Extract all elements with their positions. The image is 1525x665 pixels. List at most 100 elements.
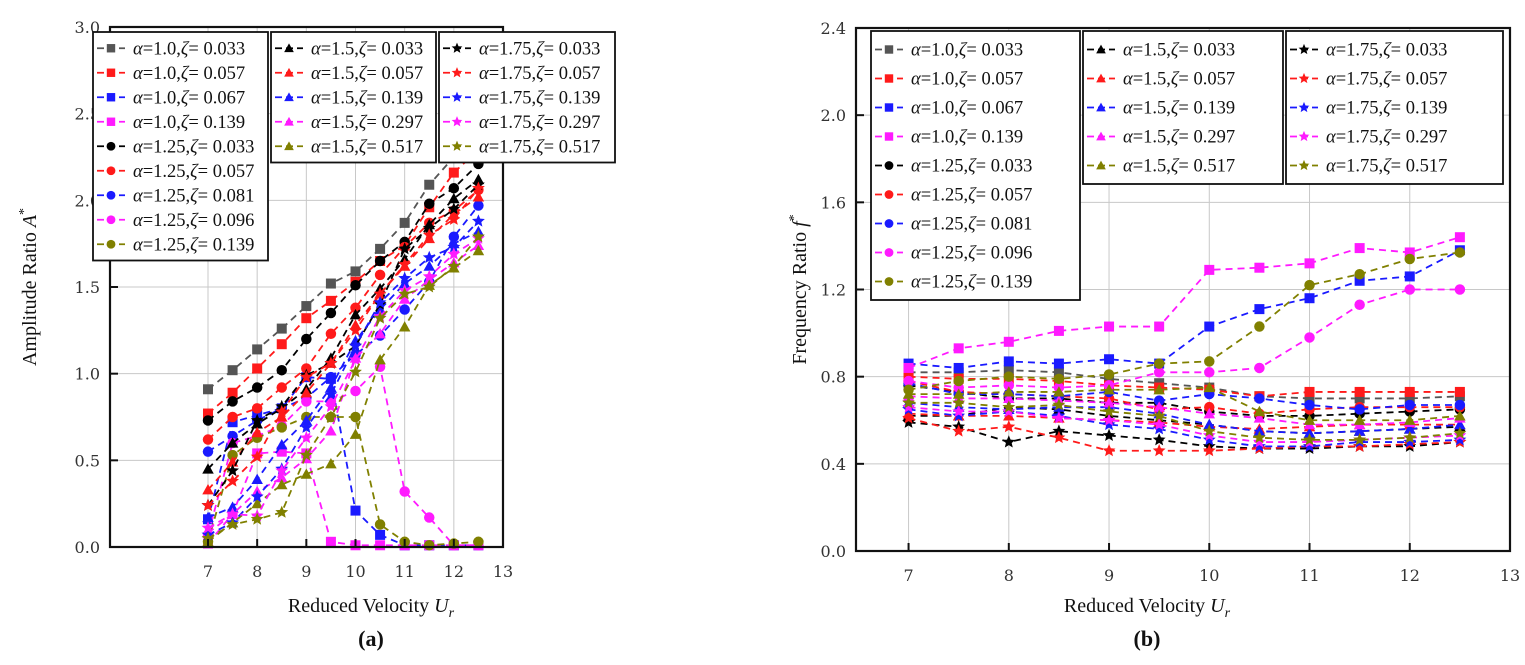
x-tick-label: 10: [345, 562, 365, 581]
data-point: [1053, 367, 1064, 378]
legend-label: α=1.75,ζ= 0.139: [479, 88, 600, 108]
data-point: [1153, 358, 1165, 369]
legend-alpha-value: =1.25,: [143, 137, 190, 157]
legend-label: α=1.0,ζ= 0.139: [133, 113, 245, 133]
legend-alpha-symbol: α: [133, 88, 144, 108]
legend-marker-triangle-icon: [1096, 73, 1106, 83]
legend-item: α=1.5,ζ= 0.139: [275, 88, 423, 108]
data-point: [350, 302, 361, 314]
legend-alpha-value: =1.0,: [143, 64, 181, 84]
data-point: [422, 269, 436, 283]
data-point: [1253, 412, 1266, 423]
legend-alpha-symbol: α: [1326, 99, 1337, 119]
legend-item: α=1.0,ζ= 0.067: [97, 88, 245, 108]
legend-label: α=1.75,ζ= 0.057: [479, 64, 600, 84]
legend-zeta-value: = 0.297: [366, 113, 423, 133]
data-point: [202, 434, 214, 445]
series-triangle-a1.5-z0.517: [902, 381, 1466, 425]
data-point: [1202, 444, 1216, 457]
data-point: [250, 512, 264, 525]
legend-item: α=1.5,ζ= 0.057: [275, 64, 423, 84]
legend-zeta-symbol: ζ: [959, 99, 968, 119]
data-point: [1053, 325, 1064, 336]
legend-marker-star-icon: [1298, 130, 1310, 142]
data-point: [227, 365, 238, 376]
series-line: [908, 375, 1460, 398]
y-tick-label: 1.6: [821, 193, 846, 212]
legend-zeta-value: = 0.057: [198, 162, 255, 182]
data-point: [349, 365, 362, 378]
data-point: [276, 438, 288, 450]
legend-alpha-symbol: α: [479, 113, 490, 133]
legend-marker-triangle-icon: [284, 92, 294, 102]
legend-label: α=1.75,ζ= 0.033: [479, 39, 600, 59]
legend-zeta-value: = 0.033: [366, 39, 423, 59]
legend-zeta-value: = 0.057: [966, 70, 1023, 90]
data-point: [350, 385, 361, 397]
legend-zeta-symbol: ζ: [190, 137, 199, 157]
data-point: [201, 531, 215, 544]
data-point: [202, 446, 214, 457]
data-point: [1154, 321, 1165, 332]
data-point: [301, 396, 312, 407]
x-axis-title-var: U: [1210, 595, 1226, 617]
data-point: [325, 425, 337, 436]
legend-zeta-value: = 0.139: [188, 113, 245, 133]
legend-zeta-value: = 0.139: [976, 273, 1033, 293]
data-point: [250, 450, 264, 463]
series-line: [908, 236, 1461, 369]
legend-marker-square-icon: [884, 45, 894, 54]
legend-alpha-symbol: α: [911, 244, 922, 264]
legend-zeta-symbol: ζ: [190, 211, 199, 231]
data-point: [1254, 304, 1265, 315]
legend-zeta-symbol: ζ: [968, 244, 977, 264]
data-point: [227, 411, 238, 423]
data-point: [1304, 386, 1315, 397]
data-point: [952, 396, 966, 409]
data-point: [1052, 424, 1066, 437]
legend-box-3: α=1.75,ζ= 0.033 α=1.75,ζ= 0.057 α=1.75,ζ= …: [438, 31, 616, 164]
series-circle-a1.25-z0.139: [903, 247, 1466, 395]
legend-alpha-symbol: α: [311, 88, 322, 108]
legend-item: α=1.5,ζ= 0.517: [275, 137, 423, 157]
data-point: [1254, 321, 1265, 332]
data-point: [251, 426, 263, 438]
panel-a-amplitude-chart: 7 8 9 10 11 12 130.00.51.01.52.02.53.0Reduced …: [17, 18, 616, 651]
legend-label: α=1.5,ζ= 0.033: [311, 39, 423, 59]
legend-label: α=1.5,ζ= 0.297: [311, 113, 423, 133]
data-point: [1253, 405, 1266, 417]
legend-marker-triangle-icon: [1096, 102, 1106, 112]
y-axis-title-sup: *: [787, 214, 802, 221]
legend-label: α=1.25,ζ= 0.081: [911, 215, 1032, 235]
data-point: [1304, 293, 1315, 304]
data-point: [349, 339, 362, 352]
data-point: [1102, 417, 1116, 431]
legend-zeta-symbol: ζ: [1171, 70, 1180, 90]
data-point: [473, 200, 484, 211]
data-point: [276, 478, 288, 490]
x-axis-title-sub: r: [449, 606, 455, 621]
data-point: [448, 182, 460, 194]
data-point: [447, 259, 461, 272]
x-tick-label: 13: [493, 562, 513, 581]
data-point: [902, 388, 915, 399]
data-point: [1404, 284, 1416, 295]
data-point: [1003, 356, 1014, 367]
x-tick-label: 11: [394, 562, 414, 581]
legend-item: α=1.5,ζ= 0.033: [275, 39, 423, 59]
legend-alpha-value: =1.0,: [921, 99, 959, 119]
legend-item: α=1.0,ζ= 0.057: [97, 64, 245, 84]
data-point: [276, 364, 287, 376]
y-tick-label: 1.2: [821, 281, 846, 300]
data-point: [423, 260, 435, 271]
data-point: [374, 255, 386, 267]
data-point: [1404, 423, 1416, 434]
legend-alpha-value: =1.0,: [921, 41, 959, 61]
data-point: [1153, 395, 1165, 406]
legend-zeta-value: = 0.057: [1178, 70, 1235, 90]
data-point: [422, 250, 436, 263]
legend-marker-star-icon: [1298, 43, 1310, 55]
legend-alpha-value: =1.75,: [1336, 128, 1383, 148]
data-point: [902, 400, 915, 413]
